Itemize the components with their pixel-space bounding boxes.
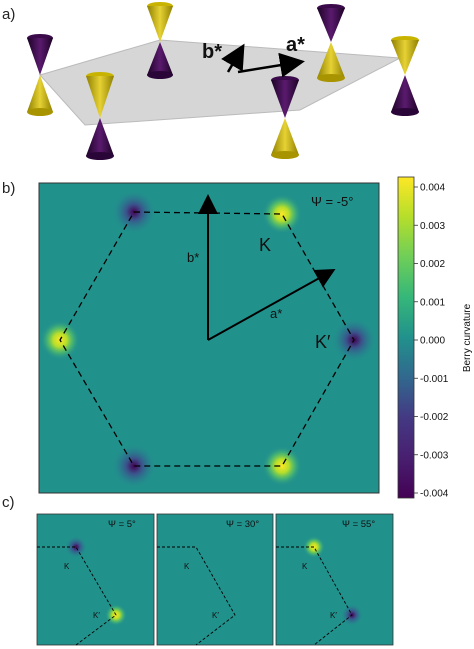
dirac-cone-pair	[317, 4, 345, 82]
subpanel-psi-label: Ψ = 5°	[108, 519, 136, 530]
valley-Kprime-label: K′	[315, 332, 331, 352]
subpanel-psi-label: Ψ = 30°	[226, 519, 259, 530]
colorbar: 0.004 0.003 0.002 0.001 0.000 -0.001 -0.002 -0.…	[398, 177, 473, 500]
dirac-cone-pair	[271, 76, 299, 159]
subpanel-psi-55: Ψ = 55° K K′	[276, 514, 393, 645]
colorbar-tick-label: -0.004	[420, 489, 449, 500]
b-star-label-3d: b*	[202, 41, 222, 63]
a-star-label-3d: a*	[286, 34, 305, 56]
subpanel-K-label: K	[64, 562, 70, 571]
colorbar-tick-label: -0.001	[420, 374, 449, 385]
valley-K-label: K	[259, 235, 271, 255]
subpanel-K-label: K	[302, 562, 308, 571]
panel-c-maps: Ψ = 5° K K′ Ψ = 30° K K′ Ψ = 55° K K′	[37, 514, 393, 645]
berry-curvature-map: b* a* K K′ Ψ = -5°	[39, 183, 379, 493]
colorbar-tick-label: 0.004	[420, 183, 445, 194]
colorbar-tick-label: 0.003	[420, 221, 445, 232]
dirac-cone-pair	[391, 36, 419, 116]
a-star-label: a*	[270, 306, 282, 321]
subpanel-Kprime-label: K′	[93, 611, 100, 620]
colorbar-tick-label: 0.001	[420, 297, 445, 308]
colorbar-tick-label: 0.000	[420, 336, 445, 347]
subpanel-K-label: K	[184, 562, 190, 571]
colorbar-tick-label: 0.002	[420, 259, 445, 270]
colorbar-label: Berry curvature	[462, 303, 473, 372]
colorbar-tick-label: -0.003	[420, 450, 449, 461]
colorbar-tick-label: -0.002	[420, 412, 449, 423]
panel-a-illustration: a* b*	[27, 2, 419, 160]
subpanel-Kprime-label: K′	[212, 611, 219, 620]
subpanel-psi-5: Ψ = 5° K K′	[37, 514, 154, 645]
subpanel-Kprime-label: K′	[330, 611, 337, 620]
subpanel-psi-30: Ψ = 30° K K′	[157, 514, 273, 645]
colorbar-scale	[398, 177, 414, 498]
b-star-label: b*	[187, 250, 199, 265]
psi-label: Ψ = -5°	[311, 194, 353, 209]
subpanel-psi-label: Ψ = 55°	[342, 519, 375, 530]
